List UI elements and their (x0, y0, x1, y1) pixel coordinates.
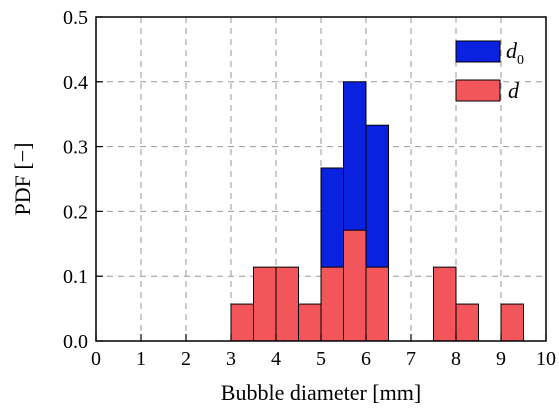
bar-d (230, 303, 254, 342)
bar-d (365, 266, 389, 342)
bar-d (298, 303, 322, 342)
legend-label-d0-main: d (506, 38, 518, 63)
x-tick-label: 10 (536, 348, 556, 370)
y-axis-title: PDF [−] (10, 143, 35, 216)
y-tick-label: 0.1 (63, 266, 88, 288)
x-tick-label: 4 (271, 348, 281, 370)
x-tick-label: 7 (406, 348, 416, 370)
bar-d (433, 266, 457, 342)
bar-d (275, 266, 299, 342)
x-axis-ticks: 0 1 2 3 4 5 6 7 8 9 10 (91, 334, 556, 370)
x-tick-label: 9 (496, 348, 506, 370)
x-tick-label: 8 (451, 348, 461, 370)
x-axis-title: Bubble diameter [mm] (221, 380, 421, 405)
bar-d (320, 266, 344, 342)
bar-d (343, 229, 367, 342)
series-d-bars (230, 229, 524, 342)
y-tick-label: 0.3 (63, 137, 88, 159)
y-tick-label: 0.4 (63, 72, 88, 94)
y-tick-label: 0.0 (63, 331, 88, 353)
y-tick-label: 0.2 (63, 201, 88, 223)
x-tick-label: 1 (136, 348, 146, 370)
legend-swatch-d (455, 79, 501, 102)
legend-label-d0: d0 (506, 38, 524, 68)
bar-d (500, 303, 524, 342)
x-tick-label: 2 (181, 348, 191, 370)
x-tick-label: 6 (361, 348, 371, 370)
bar-d (455, 303, 479, 342)
x-tick-label: 5 (316, 348, 326, 370)
legend-label-d0-sub: 0 (517, 53, 524, 68)
y-tick-label: 0.5 (63, 7, 88, 29)
y-axis-ticks: 0.0 0.1 0.2 0.3 0.4 0.5 (63, 7, 103, 353)
legend-swatch-d0 (455, 40, 501, 63)
bar-d (253, 266, 277, 342)
x-tick-label: 0 (91, 348, 101, 370)
legend-label-d: d (508, 78, 520, 103)
legend: d0 d (455, 38, 524, 103)
x-tick-label: 3 (226, 348, 236, 370)
